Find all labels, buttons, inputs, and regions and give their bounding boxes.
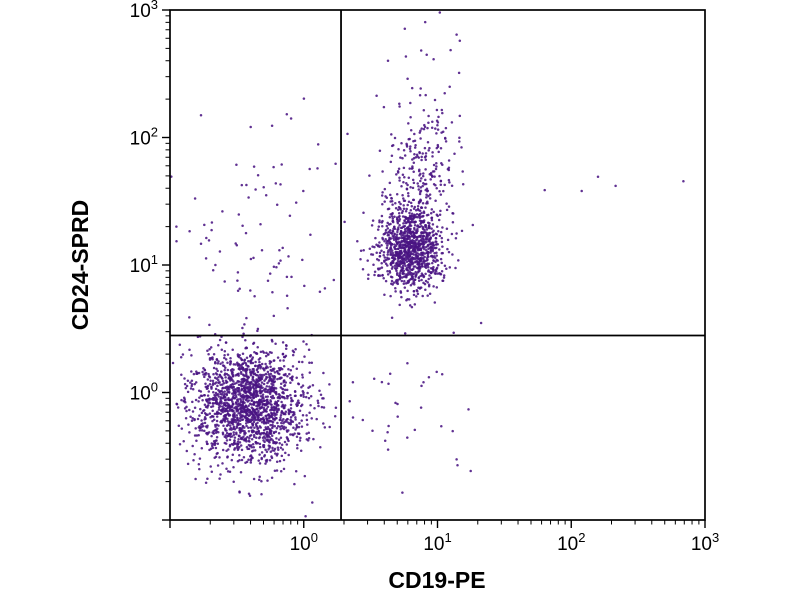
x-tick-label: 103	[691, 530, 719, 555]
y-tick-label: 103	[130, 0, 158, 22]
y-axis-title: CD24-SPRD	[67, 200, 93, 330]
x-tick-label: 102	[557, 530, 585, 555]
x-tick-label: 100	[290, 530, 318, 555]
axis-tick-labels: 100 101 102 103 100 101 102 103	[130, 0, 720, 555]
y-tick-label: 100	[130, 380, 158, 405]
scatter-points	[170, 11, 685, 518]
quadrant-gates	[170, 10, 705, 520]
y-tick-label: 102	[130, 125, 158, 150]
x-tick-label: 101	[423, 530, 451, 555]
x-axis-title: CD19-PE	[388, 567, 485, 593]
y-tick-label: 101	[130, 252, 158, 277]
plot-border	[169, 9, 706, 521]
